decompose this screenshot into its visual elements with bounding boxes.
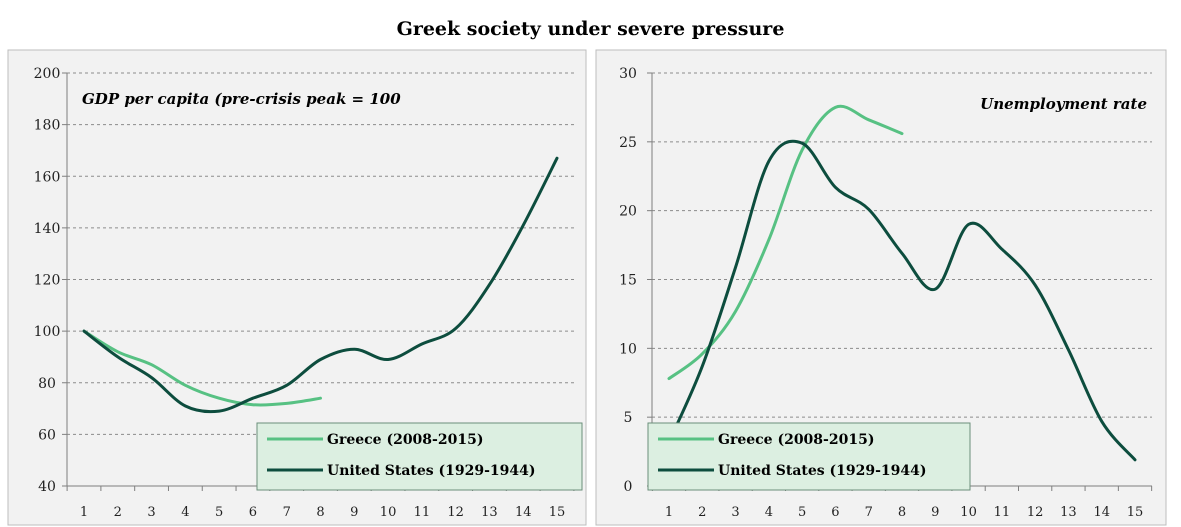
x-tick-label: 8 [316,505,324,520]
y-tick-label: 5 [624,410,633,426]
series-line-greece [82,329,322,407]
y-tick-label: 80 [38,376,56,392]
x-tick-label: 14 [1093,505,1110,520]
legend-box [256,422,583,491]
legend-label: United States (1929-1944) [327,463,536,479]
y-tick-label: 25 [619,135,637,151]
x-tick-label: 15 [549,505,566,520]
y-tick-label: 140 [34,221,61,237]
page-title: Greek society under severe pressure [396,18,785,40]
x-tick-label: 2 [114,505,122,520]
x-tick-label: 4 [181,505,189,520]
series-line-us [82,156,559,414]
x-tick-label: 6 [249,505,257,520]
y-tick-label: 120 [34,273,61,289]
legend-label: Greece (2008-2015) [718,432,874,448]
x-tick-label: 2 [698,505,706,520]
x-tick-label: 11 [994,505,1011,520]
x-tick-label: 10 [960,505,977,520]
x-tick-label: 4 [765,505,773,520]
x-tick-label: 5 [215,505,223,520]
x-tick-label: 7 [865,505,873,520]
y-tick-label: 20 [619,204,637,220]
x-tick-label: 8 [898,505,906,520]
y-tick-label: 200 [34,66,61,82]
x-tick-label: 9 [350,505,358,520]
y-tick-label: 0 [624,479,633,495]
x-tick-label: 3 [147,505,155,520]
x-tick-label: 3 [731,505,739,520]
y-tick-label: 60 [38,427,56,443]
y-tick-label: 10 [619,341,637,357]
x-tick-label: 6 [831,505,839,520]
y-tick-label: 180 [34,118,61,134]
y-tick-label: 40 [38,479,56,495]
x-tick-label: 7 [283,505,291,520]
legend: Greece (2008-2015) United States (1929-19… [256,422,583,491]
x-tick-label: 15 [1127,505,1144,520]
x-tick-label: 1 [80,505,88,520]
x-tick-label: 13 [481,505,498,520]
y-tick-label: 160 [34,169,61,185]
legend-box [647,422,971,491]
chart-title: GDP per capita (pre-crisis peak = 100 [82,90,401,108]
legend-label: Greece (2008-2015) [327,432,483,448]
series-line-us [667,139,1137,462]
legend: Greece (2008-2015) United States (1929-19… [647,422,971,491]
x-tick-label: 5 [798,505,806,520]
y-tick-label: 100 [34,324,61,340]
x-tick-label: 10 [380,505,397,520]
x-tick-label: 14 [515,505,532,520]
x-tick-label: 9 [931,505,939,520]
legend-label: United States (1929-1944) [718,463,927,479]
x-tick-label: 12 [1027,505,1044,520]
y-tick-label: 15 [619,273,637,289]
x-tick-label: 12 [447,505,464,520]
x-tick-label: 13 [1060,505,1077,520]
x-tick-label: 1 [665,505,673,520]
x-tick-label: 11 [414,505,431,520]
y-tick-label: 30 [619,66,637,82]
chart-title: Unemployment rate [980,95,1147,113]
